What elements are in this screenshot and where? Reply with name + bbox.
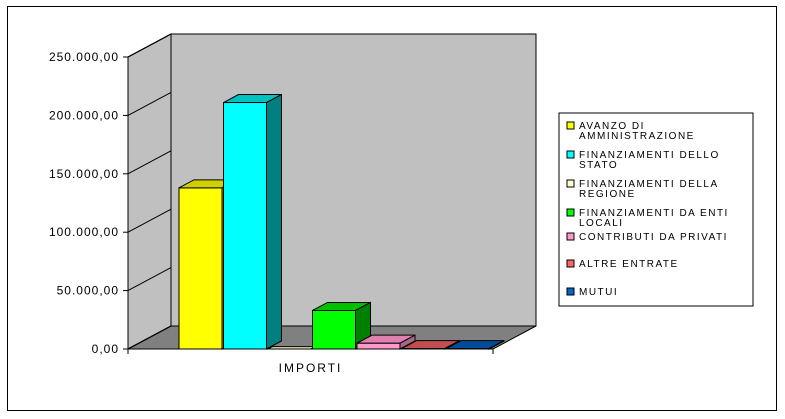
bar-2 (223, 93, 282, 350)
y-axis: 0,00 50.000,00 100.000,00 150.000,00 200.000… (49, 33, 172, 356)
y-tick-label: 150.000,00 (49, 167, 119, 181)
y-gridline (127, 33, 172, 58)
legend-label: FINANZIAMENTI DELLA (579, 179, 719, 190)
y-tick-label: 200.000,00 (49, 108, 119, 122)
y-tick-label: 0,00 (92, 342, 119, 356)
legend-label: AVANZO DI (579, 121, 645, 132)
legend-swatch (566, 179, 575, 188)
legend-swatch (566, 208, 575, 217)
legend-item-5: CONTRIBUTI DA PRIVATI (566, 232, 728, 243)
legend-swatch (566, 121, 575, 130)
y-gridline (127, 91, 172, 116)
y-tick-label: 250.000,00 (49, 50, 119, 64)
legend-item-7: MUTUI (566, 287, 618, 298)
legend-swatch (566, 259, 575, 268)
legend-label: FINANZIAMENTI DELLO (579, 150, 720, 161)
x-category-label: IMPORTI (279, 361, 343, 375)
legend-label: FINANZIAMENTI DA ENTI (579, 208, 729, 219)
bar-front (223, 102, 267, 350)
y-gridline (127, 267, 172, 292)
legend-swatch (566, 150, 575, 159)
legend-swatch (566, 232, 575, 241)
side-wall (127, 33, 172, 350)
legend-label: REGIONE (579, 189, 636, 200)
y-tick-label: 100.000,00 (49, 225, 119, 239)
legend-label: AMMINISTRAZIONE (579, 131, 695, 142)
legend-label: CONTRIBUTI DA PRIVATI (579, 232, 728, 243)
chart-svg: 0,00 50.000,00 100.000,00 150.000,00 200.000… (49, 33, 754, 375)
legend-item-6: ALTRE ENTRATE (566, 259, 679, 270)
bar-side (266, 93, 282, 350)
y-gridline (127, 208, 172, 233)
bar-front (312, 309, 356, 350)
bar-5 (356, 334, 416, 350)
bar-front (178, 187, 223, 350)
y-gridline (127, 150, 172, 175)
bars (178, 93, 505, 350)
legend-label: LOCALI (579, 218, 624, 229)
y-gridline (127, 325, 172, 350)
legend-swatch (566, 287, 575, 296)
legend-label: MUTUI (579, 287, 618, 298)
bar-4 (312, 301, 371, 350)
legend-label: ALTRE ENTRATE (579, 259, 679, 270)
y-tick-label: 50.000,00 (57, 284, 119, 298)
legend-label: STATO (579, 160, 618, 171)
chart-frame: 0,00 50.000,00 100.000,00 150.000,00 200.000… (7, 6, 777, 411)
legend-box (558, 112, 754, 307)
x-axis: IMPORTI (127, 348, 494, 375)
bar-front (356, 342, 401, 350)
